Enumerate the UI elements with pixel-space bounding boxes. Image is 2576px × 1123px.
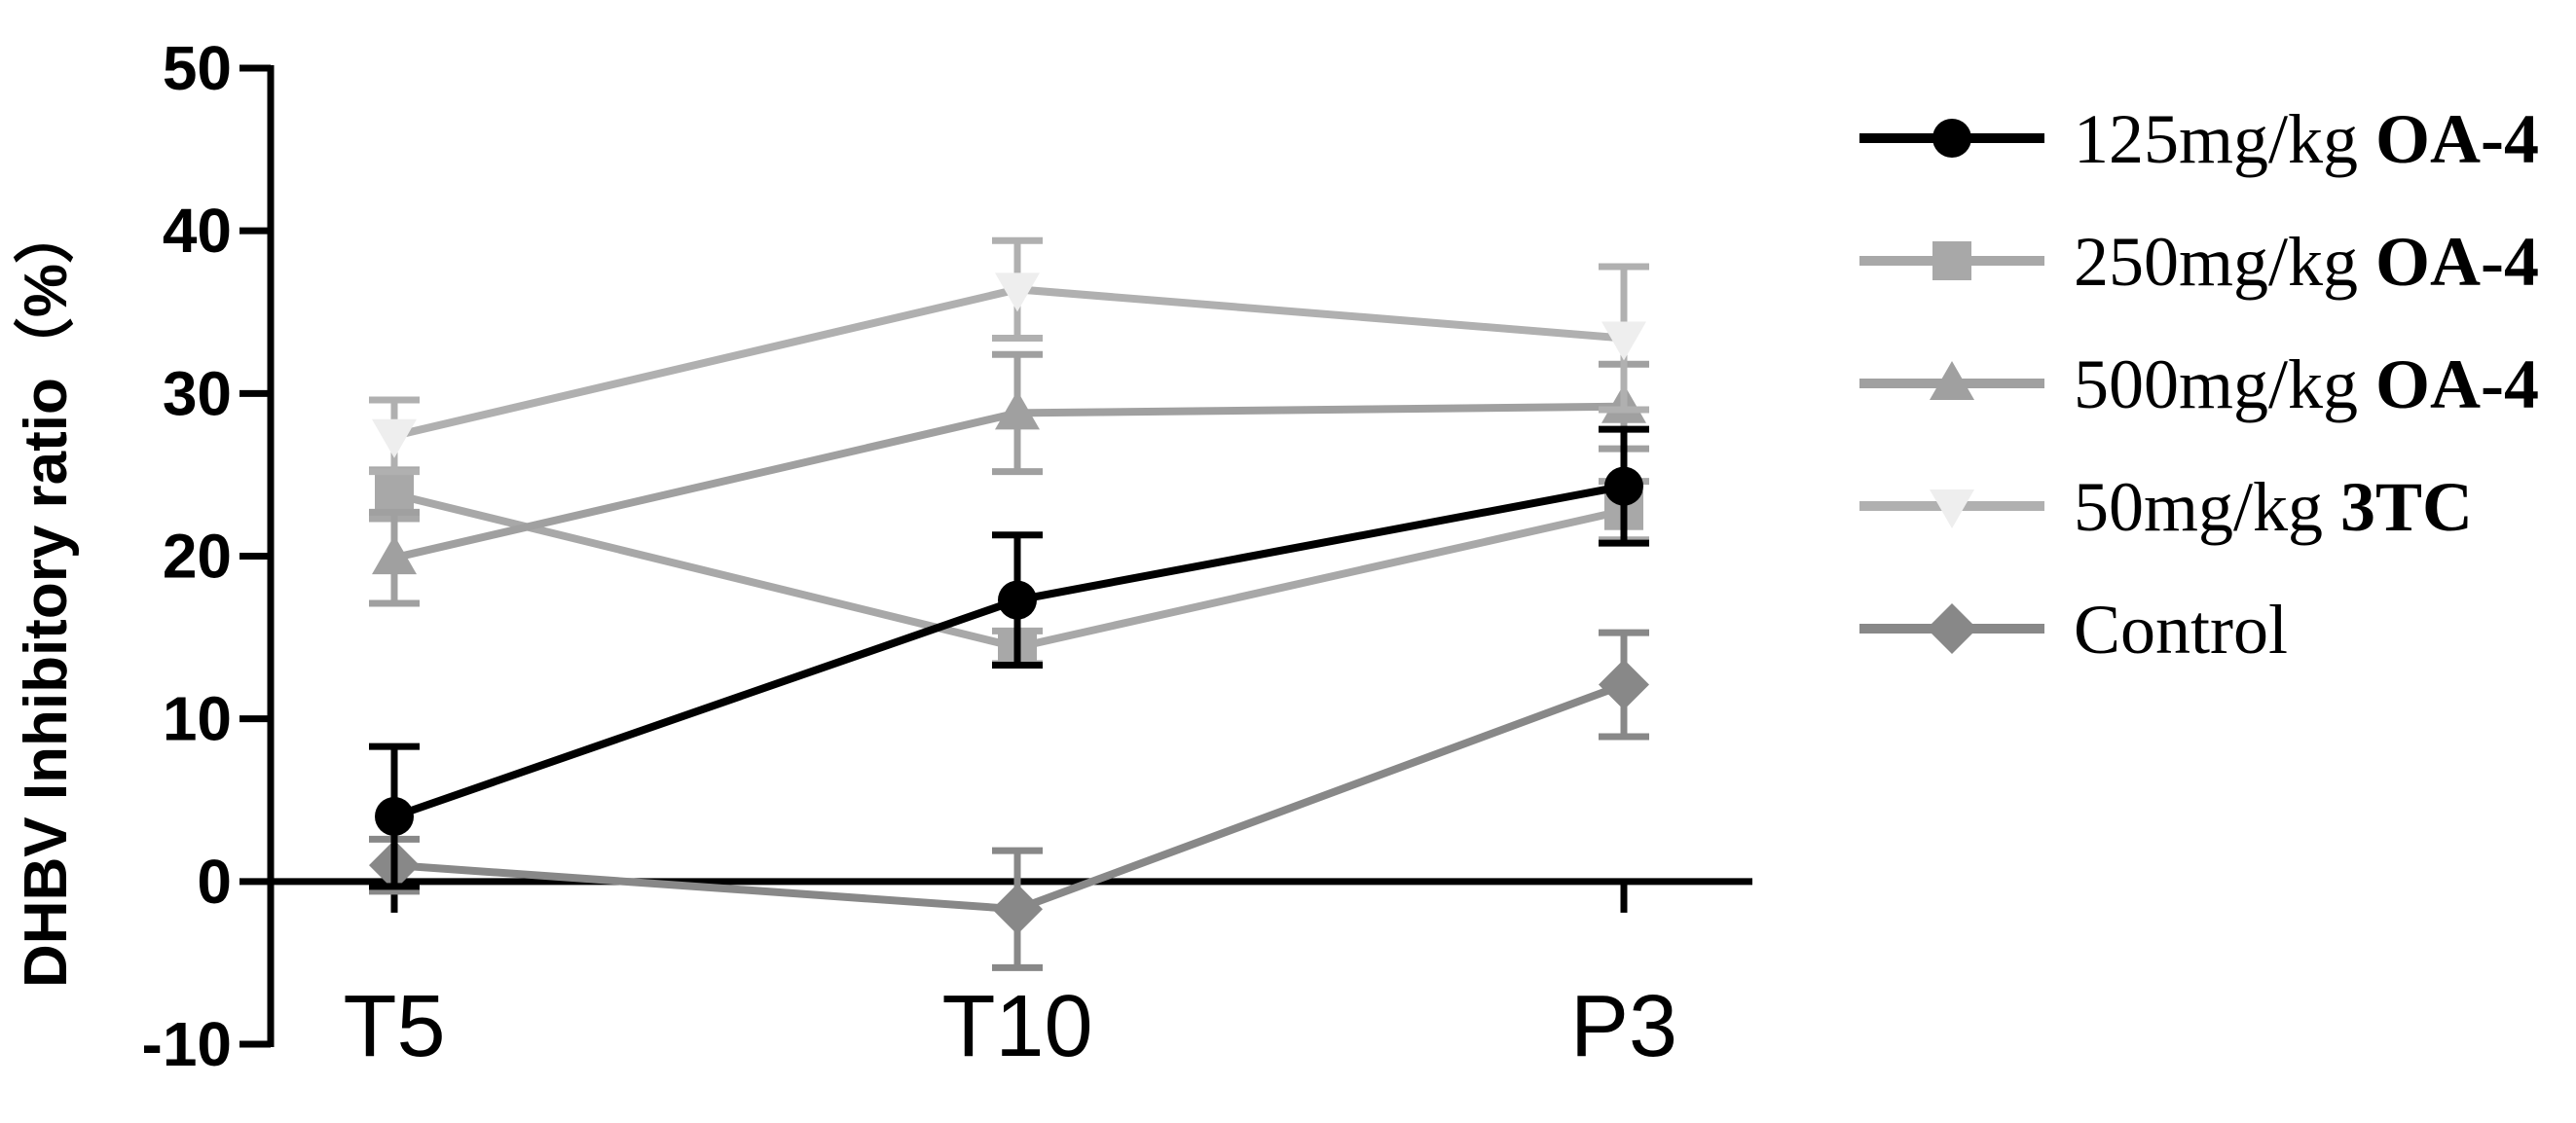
data-point-4-1 (992, 884, 1043, 935)
x-tick-label-P3: P3 (1570, 978, 1677, 1075)
series-3 (369, 236, 1649, 476)
legend-entry-4: Control (1859, 591, 2288, 669)
y-tick-label-40: 40 (163, 196, 232, 266)
legend-label-text-3: 50mg/kg (2074, 468, 2340, 546)
y-tick-label-10: 10 (163, 684, 232, 754)
series-4 (369, 629, 1649, 971)
series-2 (369, 350, 1649, 607)
y-tick-label-30: 30 (163, 358, 232, 428)
legend-marker-1 (1932, 241, 1971, 280)
legend-marker-3 (1930, 489, 1974, 528)
series-1 (369, 466, 1649, 668)
data-point-0-0 (375, 796, 414, 836)
x-tick-label-T10: T10 (941, 978, 1092, 1075)
data-point-3-1 (995, 272, 1040, 312)
legend-label-4: Control (2074, 591, 2288, 669)
y-tick-label--10: -10 (142, 1009, 233, 1079)
legend-label-bold-1: OA-4 (2375, 223, 2539, 301)
legend-label-3: 50mg/kg 3TC (2074, 468, 2473, 546)
x-tick-label-T5: T5 (343, 978, 445, 1075)
y-axis-label: DHBV Inhibitory ratio（%） (12, 203, 80, 988)
legend-label-text-2: 500mg/kg (2074, 345, 2375, 423)
legend-marker-0 (1932, 119, 1971, 158)
legend-entry-0: 125mg/kg OA-4 (1859, 100, 2539, 178)
data-point-3-0 (372, 418, 417, 458)
legend-entry-3: 50mg/kg 3TC (1859, 468, 2473, 546)
legend-label-2: 500mg/kg OA-4 (2074, 345, 2539, 423)
data-point-1-0 (375, 474, 414, 514)
legend-entry-2: 500mg/kg OA-4 (1859, 345, 2539, 423)
y-tick-label-50: 50 (163, 33, 232, 103)
data-point-0-2 (1604, 466, 1643, 506)
legend-marker-2 (1930, 361, 1974, 400)
data-point-2-1 (995, 390, 1040, 430)
data-point-0-1 (998, 580, 1037, 620)
legend-label-text-4: Control (2074, 591, 2288, 669)
legend-entry-1: 250mg/kg OA-4 (1859, 223, 2539, 301)
legend-label-0: 125mg/kg OA-4 (2074, 100, 2539, 178)
y-tick-label-0: 0 (197, 847, 232, 917)
legend-label-1: 250mg/kg OA-4 (2074, 223, 2539, 301)
data-point-4-2 (1599, 659, 1649, 710)
series-0 (369, 425, 1649, 890)
legend-marker-4 (1927, 603, 1977, 654)
legend-label-bold-2: OA-4 (2375, 345, 2539, 423)
legend-label-bold-3: 3TC (2340, 468, 2473, 546)
plot-area: -10 0 10 20 30 40 50 T5 T10 P3 (142, 33, 1752, 1079)
data-point-3-2 (1601, 321, 1646, 361)
legend-label-text-1: 250mg/kg (2074, 223, 2375, 301)
legend-label-text-0: 125mg/kg (2074, 100, 2375, 178)
data-point-2-0 (372, 535, 417, 575)
y-tick-label-20: 20 (163, 522, 232, 592)
series-line-4 (393, 680, 1626, 914)
legend-label-bold-0: OA-4 (2375, 100, 2539, 178)
